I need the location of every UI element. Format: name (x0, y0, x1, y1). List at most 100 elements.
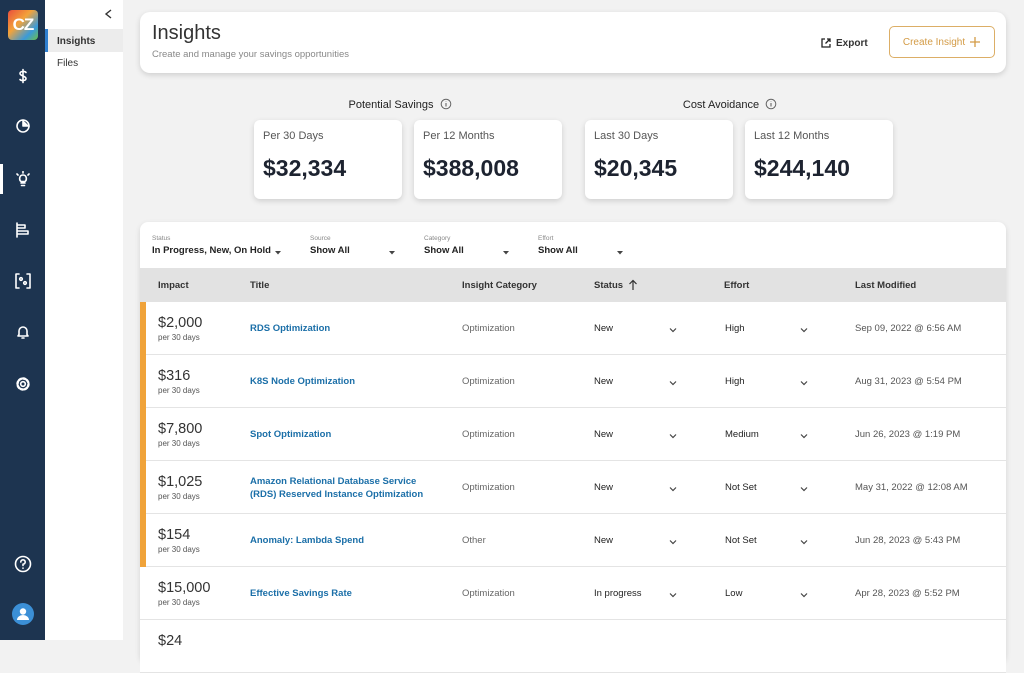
category: Optimization (462, 588, 515, 599)
nav-item[interactable]: Files (57, 58, 79, 69)
status[interactable]: In progress (594, 588, 642, 599)
status[interactable]: New (594, 376, 614, 387)
filter-value[interactable]: In Progress, New, On Hold (152, 245, 271, 256)
impact-period: per 30 days (158, 439, 200, 448)
category: Optimization (462, 429, 515, 440)
insight-title[interactable]: RDS Optimization (250, 302, 435, 355)
info-icon[interactable] (765, 98, 777, 113)
summary-label: Last 12 Months (754, 130, 830, 142)
filter-value[interactable]: Show All (310, 245, 350, 256)
impact: $2,000 (158, 315, 203, 331)
column-header[interactable]: Insight Category (462, 280, 537, 291)
column-header[interactable]: Last Modified (855, 280, 917, 291)
summary-card: Last 30 Days $20,345 (585, 120, 733, 199)
user-avatar[interactable] (12, 603, 34, 625)
insight-title-text[interactable]: Amazon Relational Database Service (RDS)… (250, 475, 424, 500)
subnav: Insights Files (45, 0, 123, 640)
effort[interactable]: Medium (725, 429, 759, 440)
filter-value[interactable]: Show All (538, 245, 578, 256)
effort[interactable]: Not Set (725, 482, 757, 493)
sort-icon[interactable] (627, 278, 639, 296)
insight-title[interactable]: Amazon Relational Database Service (RDS)… (250, 461, 435, 514)
export-label: Export (836, 37, 868, 49)
active-indicator (0, 164, 3, 194)
column-header[interactable]: Title (250, 280, 270, 291)
table-row[interactable]: $7,800 per 30 days Spot Optimization Optimi… (140, 408, 1006, 461)
status[interactable]: New (594, 482, 614, 493)
impact-period: per 30 days (158, 386, 200, 395)
status-dropdown (667, 376, 679, 394)
alerts-icon[interactable] (15, 324, 31, 340)
insight-title-text[interactable]: RDS Optimization (250, 323, 331, 334)
table-row[interactable]: $2,000 per 30 days RDS Optimization Optimiz… (140, 302, 1006, 355)
filter-label: Category (424, 235, 451, 242)
logo[interactable]: CZ (8, 10, 38, 40)
insight-title-text[interactable]: Anomaly: Lambda Spend (250, 535, 365, 546)
summary-value: $32,334 (263, 155, 347, 181)
filter-label: Status (152, 235, 171, 242)
effort-dropdown-glyph (800, 540, 808, 545)
priority-bar (140, 355, 146, 408)
status[interactable]: New (594, 429, 614, 440)
table-row[interactable]: $24 (140, 620, 1006, 673)
summary-value: $244,140 (754, 155, 850, 181)
last-modified: Apr 28, 2023 @ 5:52 PM (855, 588, 960, 599)
priority-bar (140, 461, 146, 514)
insight-title[interactable]: Spot Optimization (250, 408, 435, 461)
status-dropdown-glyph (669, 328, 677, 333)
filter-caret (614, 245, 626, 263)
effort-dropdown-glyph (800, 593, 808, 598)
table-row[interactable]: $15,000 per 30 days Effective Savings Rate… (140, 567, 1006, 620)
help-icon[interactable] (14, 555, 32, 573)
summary-label: Per 12 Months (423, 130, 495, 142)
table-row[interactable]: $154 per 30 days Anomaly: Lambda Spend Othe… (140, 514, 1006, 567)
insight-title-text[interactable]: Spot Optimization (250, 429, 332, 440)
allocation-icon[interactable] (15, 222, 31, 238)
column-header[interactable]: Status (594, 280, 624, 291)
insight-title-text[interactable]: K8S Node Optimization (250, 376, 356, 387)
filter-label: Effort (538, 235, 554, 242)
insight-title-text[interactable]: Effective Savings Rate (250, 588, 352, 599)
create-insight-button[interactable]: Create Insight (889, 26, 995, 58)
effort[interactable]: High (725, 323, 745, 334)
reports-icon[interactable] (15, 118, 31, 134)
table-row[interactable]: $316 per 30 days K8S Node Optimization Opti… (140, 355, 1006, 408)
status[interactable]: New (594, 535, 614, 546)
summary-value: $20,345 (594, 155, 678, 181)
billing-icon[interactable] (15, 68, 31, 84)
insight-title[interactable]: K8S Node Optimization (250, 355, 435, 408)
effort[interactable]: Low (725, 588, 743, 599)
export-button[interactable]: Export (820, 36, 868, 50)
insights-icon[interactable] (15, 171, 31, 187)
effort-dropdown-glyph (800, 381, 808, 386)
column-header[interactable]: Impact (158, 280, 189, 291)
insight-title[interactable]: Anomaly: Lambda Spend (250, 514, 435, 567)
filter-label: Source (310, 235, 331, 242)
status[interactable]: New (594, 323, 614, 334)
impact-period: per 30 days (158, 545, 200, 554)
info-icon[interactable] (440, 98, 452, 113)
filter-value[interactable]: Show All (424, 245, 464, 256)
insight-title[interactable]: Effective Savings Rate (250, 567, 435, 620)
table-row[interactable]: $1,025 per 30 days Amazon Relational Datab… (140, 461, 1006, 514)
summary-label: Per 30 Days (263, 130, 324, 142)
effort[interactable]: High (725, 376, 745, 387)
status-dropdown (667, 482, 679, 500)
filter-caret (500, 245, 512, 263)
effort-dropdown (798, 376, 810, 394)
effort-dropdown (798, 323, 810, 341)
settings-icon[interactable] (15, 376, 31, 392)
column-header[interactable]: Effort (724, 280, 750, 291)
collapse-button[interactable] (103, 8, 115, 20)
plus-icon (970, 37, 981, 47)
nav-item[interactable]: Insights (45, 29, 123, 52)
filter-caret-glyph (389, 251, 395, 255)
kubernetes-icon[interactable] (15, 273, 31, 289)
effort[interactable]: Not Set (725, 535, 757, 546)
summary-card: Last 12 Months $244,140 (745, 120, 893, 199)
last-modified: May 31, 2022 @ 12:08 AM (855, 482, 968, 493)
page-title: Insights (152, 22, 221, 44)
impact-period: per 30 days (158, 598, 200, 607)
summary-title: Cost Avoidance (590, 98, 870, 113)
effort-dropdown (798, 429, 810, 447)
